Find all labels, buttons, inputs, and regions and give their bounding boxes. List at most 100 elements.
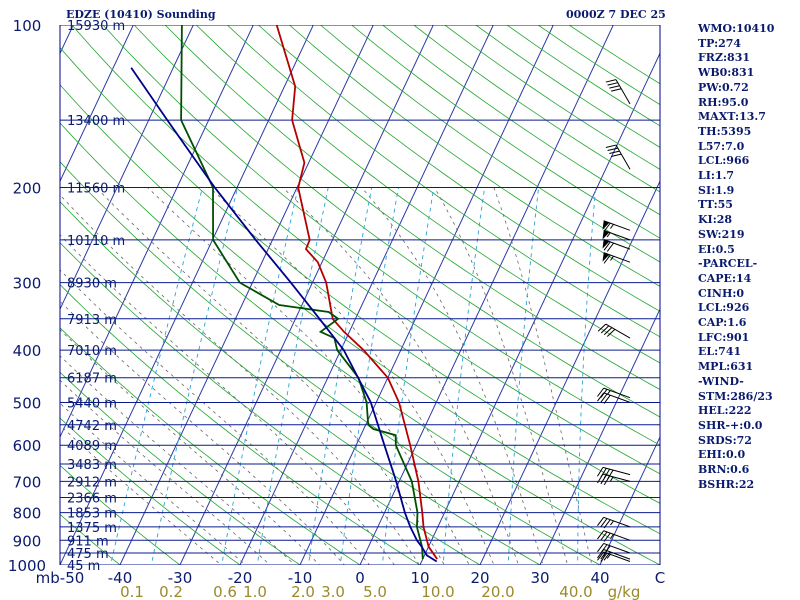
stat-line: PW:0.72 xyxy=(698,80,749,94)
pressure-isobars xyxy=(60,25,660,565)
dry-adiabat xyxy=(71,25,660,475)
moist-adiabat xyxy=(60,355,296,565)
temperature-tick-label: 40 xyxy=(590,569,609,587)
pressure-tick-label: 700 xyxy=(13,473,42,491)
mixing-ratio-label: 1.0 xyxy=(243,583,267,600)
dry-adiabat xyxy=(133,25,660,418)
barb-full xyxy=(597,530,605,540)
moist-adiabat xyxy=(434,187,569,565)
temperature-tick-label: -10 xyxy=(288,569,313,587)
barb-full xyxy=(603,551,611,561)
barb-full xyxy=(609,85,620,89)
pressure-tick-label: 900 xyxy=(13,532,42,550)
height-label: 10110 m xyxy=(67,234,125,249)
dry-adiabat xyxy=(227,25,660,338)
isotherm xyxy=(599,435,660,565)
temperature-tick-label: mb-50 xyxy=(36,569,85,587)
barb-full xyxy=(597,517,605,526)
wind-barb xyxy=(605,144,631,170)
chart-title: EDZE (10410) Sounding xyxy=(66,8,216,21)
isotherm xyxy=(0,25,13,576)
stat-line: FRZ:831 xyxy=(698,51,751,65)
dry-adiabat xyxy=(60,417,241,565)
barb-half xyxy=(610,520,614,526)
pressure-tick-label: 600 xyxy=(13,437,42,455)
moist-adiabat xyxy=(60,379,271,565)
mixing-ratio-line xyxy=(150,187,239,565)
height-label: 2366 m xyxy=(67,492,117,507)
barb-staff xyxy=(603,530,631,541)
barb-full xyxy=(603,241,611,251)
wind-barb xyxy=(597,466,631,480)
stat-line: STM:286/23 xyxy=(698,389,773,403)
wind-barb xyxy=(597,387,631,399)
mixing-ratio-line xyxy=(308,187,373,565)
stat-line: SHR-+:0.0 xyxy=(698,418,763,432)
height-label: 45 m xyxy=(67,559,100,574)
isotherm xyxy=(60,25,254,439)
wind-barb xyxy=(597,323,631,339)
temperature-tick-label: 30 xyxy=(530,569,549,587)
stat-line: BSHR:22 xyxy=(698,477,755,491)
mixing-ratio-line xyxy=(221,187,299,565)
dry-adiabat xyxy=(195,25,660,364)
barb-full xyxy=(600,544,608,554)
stat-line: EHI:0.0 xyxy=(698,448,746,462)
barb-full xyxy=(606,242,614,252)
moist-adiabat xyxy=(60,402,247,565)
barb-staff xyxy=(615,79,631,105)
pressure-tick-label: 500 xyxy=(13,394,42,412)
isotherm xyxy=(539,307,660,565)
moist-adiabat xyxy=(60,234,395,565)
height-label: 7010 m xyxy=(67,344,117,359)
pressure-tick-label: 100 xyxy=(13,17,42,35)
height-label: 8930 m xyxy=(67,277,117,292)
barb-staff xyxy=(603,239,631,250)
barb-full xyxy=(597,323,607,332)
pressure-tick-label: 300 xyxy=(13,275,42,293)
wind-barb xyxy=(602,239,631,252)
stat-line: LI:1.7 xyxy=(698,169,735,183)
mixing-ratio-line xyxy=(256,187,329,565)
stat-line: -PARCEL- xyxy=(698,257,758,271)
moist-adiabat xyxy=(361,187,544,565)
stat-line: SRDS:72 xyxy=(698,433,752,447)
wind-barb xyxy=(602,220,631,232)
background-grid xyxy=(0,25,660,576)
barb-half xyxy=(606,390,611,396)
height-label: 911 m xyxy=(67,534,109,549)
plot-background xyxy=(60,25,660,565)
barb-full xyxy=(607,469,614,480)
barb-pennant xyxy=(602,239,610,249)
barb-half xyxy=(610,534,614,539)
barb-full xyxy=(600,325,610,334)
isotherm xyxy=(179,25,434,565)
barb-full xyxy=(603,519,611,529)
mixing-ratio-label: 2.0 xyxy=(291,583,315,600)
dry-adiabat xyxy=(60,161,601,565)
mixing-ratio-label: 5.0 xyxy=(363,583,387,600)
stat-line: CINH:0 xyxy=(698,286,745,300)
barb-staff xyxy=(603,549,631,560)
stat-line: SW:219 xyxy=(698,227,745,241)
stat-line: SI:1.9 xyxy=(698,183,735,197)
height-label: 13400 m xyxy=(67,114,125,129)
stat-line: L57:7.0 xyxy=(698,139,745,153)
isotherm xyxy=(479,180,660,565)
parcel-trace xyxy=(130,67,438,563)
dry-adiabat xyxy=(320,25,660,263)
mixing-ratio-label: 40.0 xyxy=(559,583,592,600)
pressure-tick-label: 800 xyxy=(13,505,42,523)
mixing-ratio-label: g/kg xyxy=(608,583,641,600)
temperature-tick-label: 10 xyxy=(410,569,429,587)
barb-staff xyxy=(603,252,631,263)
mixing-ratio-line xyxy=(442,187,486,565)
stability-indices-panel: WMO:10410 TP:274 FRZ:831 WB0:831 PW:0.72 RH:9… xyxy=(698,22,798,493)
dry-adiabat xyxy=(164,25,660,391)
barb-pennant xyxy=(602,220,610,230)
stat-line: LCL:966 xyxy=(698,154,750,168)
barb-staff xyxy=(603,392,631,403)
wind-barb xyxy=(597,530,631,542)
height-label: 11560 m xyxy=(67,182,125,197)
